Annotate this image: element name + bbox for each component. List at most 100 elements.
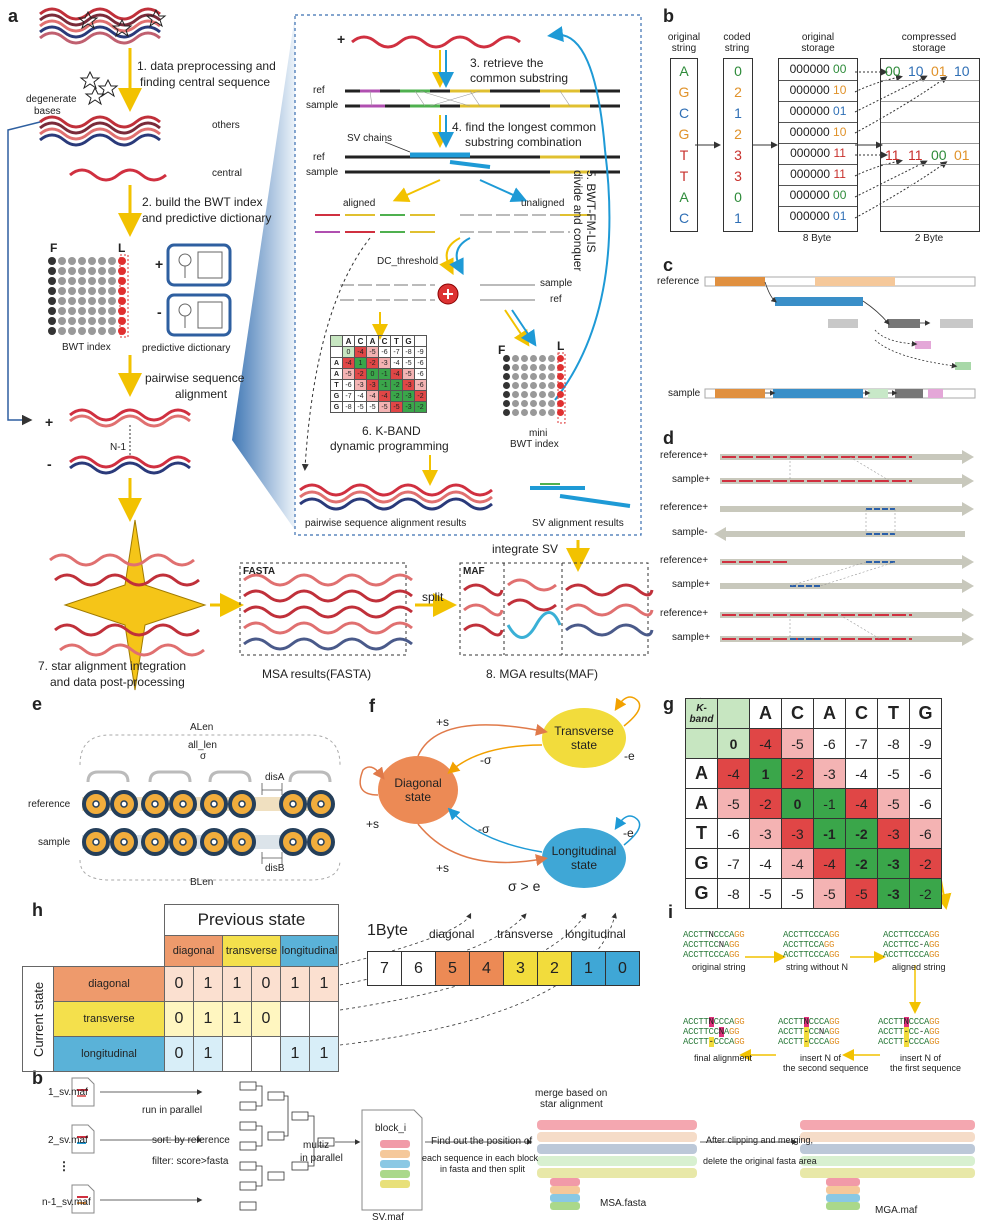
seq-char: G bbox=[829, 1017, 835, 1027]
i-label: aligned string bbox=[892, 962, 946, 972]
mini-dp-cell: -6 bbox=[342, 379, 355, 391]
d-row-label: sample+ bbox=[672, 474, 711, 485]
seq-line: ACCTTCCCAGG bbox=[883, 930, 940, 940]
bwt-dot bbox=[58, 297, 66, 305]
bwt-dot bbox=[512, 409, 519, 416]
bwt-dot bbox=[118, 257, 126, 265]
seq-char: N bbox=[803, 1017, 809, 1027]
bwt-dot bbox=[539, 382, 546, 389]
maf-tag: MAF bbox=[463, 566, 485, 577]
bwt-dot bbox=[521, 400, 528, 407]
bwt-dot bbox=[88, 307, 96, 315]
bwt-dot bbox=[548, 400, 555, 407]
b-col1b: string bbox=[671, 43, 697, 54]
mini-dp-cell: -4 bbox=[390, 357, 403, 369]
seq-char: C bbox=[808, 1027, 814, 1037]
bwt-dot bbox=[88, 277, 96, 285]
seq-char: T bbox=[698, 1017, 704, 1027]
storage-byte: 000000 00 bbox=[779, 185, 857, 207]
bwt-dot bbox=[108, 257, 116, 265]
seq-char: G bbox=[829, 1037, 835, 1047]
seq-char: A bbox=[923, 950, 929, 960]
mini-dp-cell: -6 bbox=[414, 357, 427, 369]
sample-label-1: sample bbox=[306, 100, 339, 111]
storage-byte: 000000 11 bbox=[779, 164, 857, 186]
byte-group-label: transverse bbox=[497, 927, 554, 941]
panel-e-graphics bbox=[79, 734, 341, 881]
coded-char: 2 bbox=[734, 126, 742, 142]
mini-dp-header: G bbox=[402, 335, 415, 347]
bwt-dot bbox=[503, 355, 510, 362]
panel-e-label: e bbox=[32, 694, 43, 714]
coded-char: 3 bbox=[734, 147, 742, 163]
seq-char: C bbox=[693, 940, 699, 950]
state-row-header: diagonal bbox=[53, 966, 165, 1002]
integrate-sv-label: integrate SV bbox=[492, 542, 559, 556]
seq-char: C bbox=[908, 930, 914, 940]
kband-cell: -1 bbox=[813, 788, 846, 819]
seq-char: G bbox=[828, 930, 835, 940]
mini-dp-cell: -6 bbox=[378, 346, 391, 358]
bwt-l-label: L bbox=[118, 241, 126, 255]
seq-char: A bbox=[723, 940, 729, 950]
kband-cell: -6 bbox=[717, 818, 750, 849]
mini-dp-cell: -2 bbox=[414, 390, 427, 402]
pair-plus: + bbox=[45, 414, 54, 430]
b2-multiz: multiz bbox=[303, 1140, 330, 1151]
seq-line: ACCTTNCCCAGG bbox=[683, 1017, 745, 1027]
state-transition-table: Previous state diagonal transverse longitud… bbox=[22, 904, 339, 1072]
seq-char: A bbox=[923, 1037, 930, 1047]
original-char: C bbox=[678, 105, 690, 121]
seq-char: N bbox=[903, 1017, 909, 1027]
bwt-dot bbox=[48, 317, 56, 325]
mini-dp-header: C bbox=[354, 335, 367, 347]
kband-cell: -3 bbox=[877, 848, 910, 879]
seq-char: C bbox=[818, 950, 824, 960]
mini-f-label: F bbox=[498, 343, 506, 357]
seq-char: T bbox=[798, 940, 804, 950]
compressed-row-line bbox=[881, 122, 979, 123]
state-table: Previous state diagonal transverse longitud… bbox=[22, 904, 339, 1072]
mini-dp-header: T bbox=[390, 335, 403, 347]
compressed-row-line bbox=[881, 143, 979, 144]
bwt-dot bbox=[68, 287, 76, 295]
seq-char: - bbox=[803, 1027, 809, 1037]
kband-col-header: C bbox=[781, 698, 814, 729]
mini-dp-cell: A bbox=[330, 357, 343, 369]
panel-d-graphics bbox=[714, 450, 974, 646]
b2-file2: 2_sv.maf bbox=[48, 1135, 88, 1146]
mini-dp-cell: -4 bbox=[342, 357, 355, 369]
seq-char: C bbox=[788, 1017, 794, 1027]
compressed-row-line bbox=[881, 185, 979, 186]
c-reference-label: reference bbox=[657, 276, 700, 287]
seq-char: C bbox=[718, 930, 724, 940]
step3-label: 3. retrieve the bbox=[470, 56, 544, 70]
seq-char: A bbox=[683, 930, 689, 940]
unaligned-label: unaligned bbox=[521, 198, 565, 209]
bwt-dot bbox=[557, 400, 564, 407]
state-cell: 0 bbox=[164, 1036, 194, 1072]
seq-char: A bbox=[823, 1017, 830, 1027]
d-row-label: sample- bbox=[672, 527, 708, 538]
storage-suffix: 00 bbox=[833, 62, 847, 76]
mini-dp-cell: -7 bbox=[390, 346, 403, 358]
mini-dp-header: C bbox=[378, 335, 391, 347]
kband-cell: -5 bbox=[749, 878, 782, 909]
seq-char: A bbox=[878, 1037, 884, 1047]
seq-char: C bbox=[713, 950, 719, 960]
bwt-dot bbox=[557, 391, 564, 398]
bwt-dot bbox=[48, 257, 56, 265]
seq-char: A bbox=[823, 1027, 830, 1037]
bwt-dot bbox=[68, 257, 76, 265]
seq-char: C bbox=[783, 1027, 789, 1037]
bwt-dot bbox=[48, 277, 56, 285]
seq-char: A bbox=[783, 950, 789, 960]
seq-char: C bbox=[693, 950, 699, 960]
mini-dp-cell: -6 bbox=[414, 368, 427, 380]
bwt-dot bbox=[78, 327, 86, 335]
seq-char: C bbox=[708, 940, 714, 950]
step4b-label: substring combination bbox=[465, 135, 582, 149]
step7b-label: and data post-processing bbox=[50, 675, 185, 689]
seq-char: T bbox=[793, 1017, 799, 1027]
